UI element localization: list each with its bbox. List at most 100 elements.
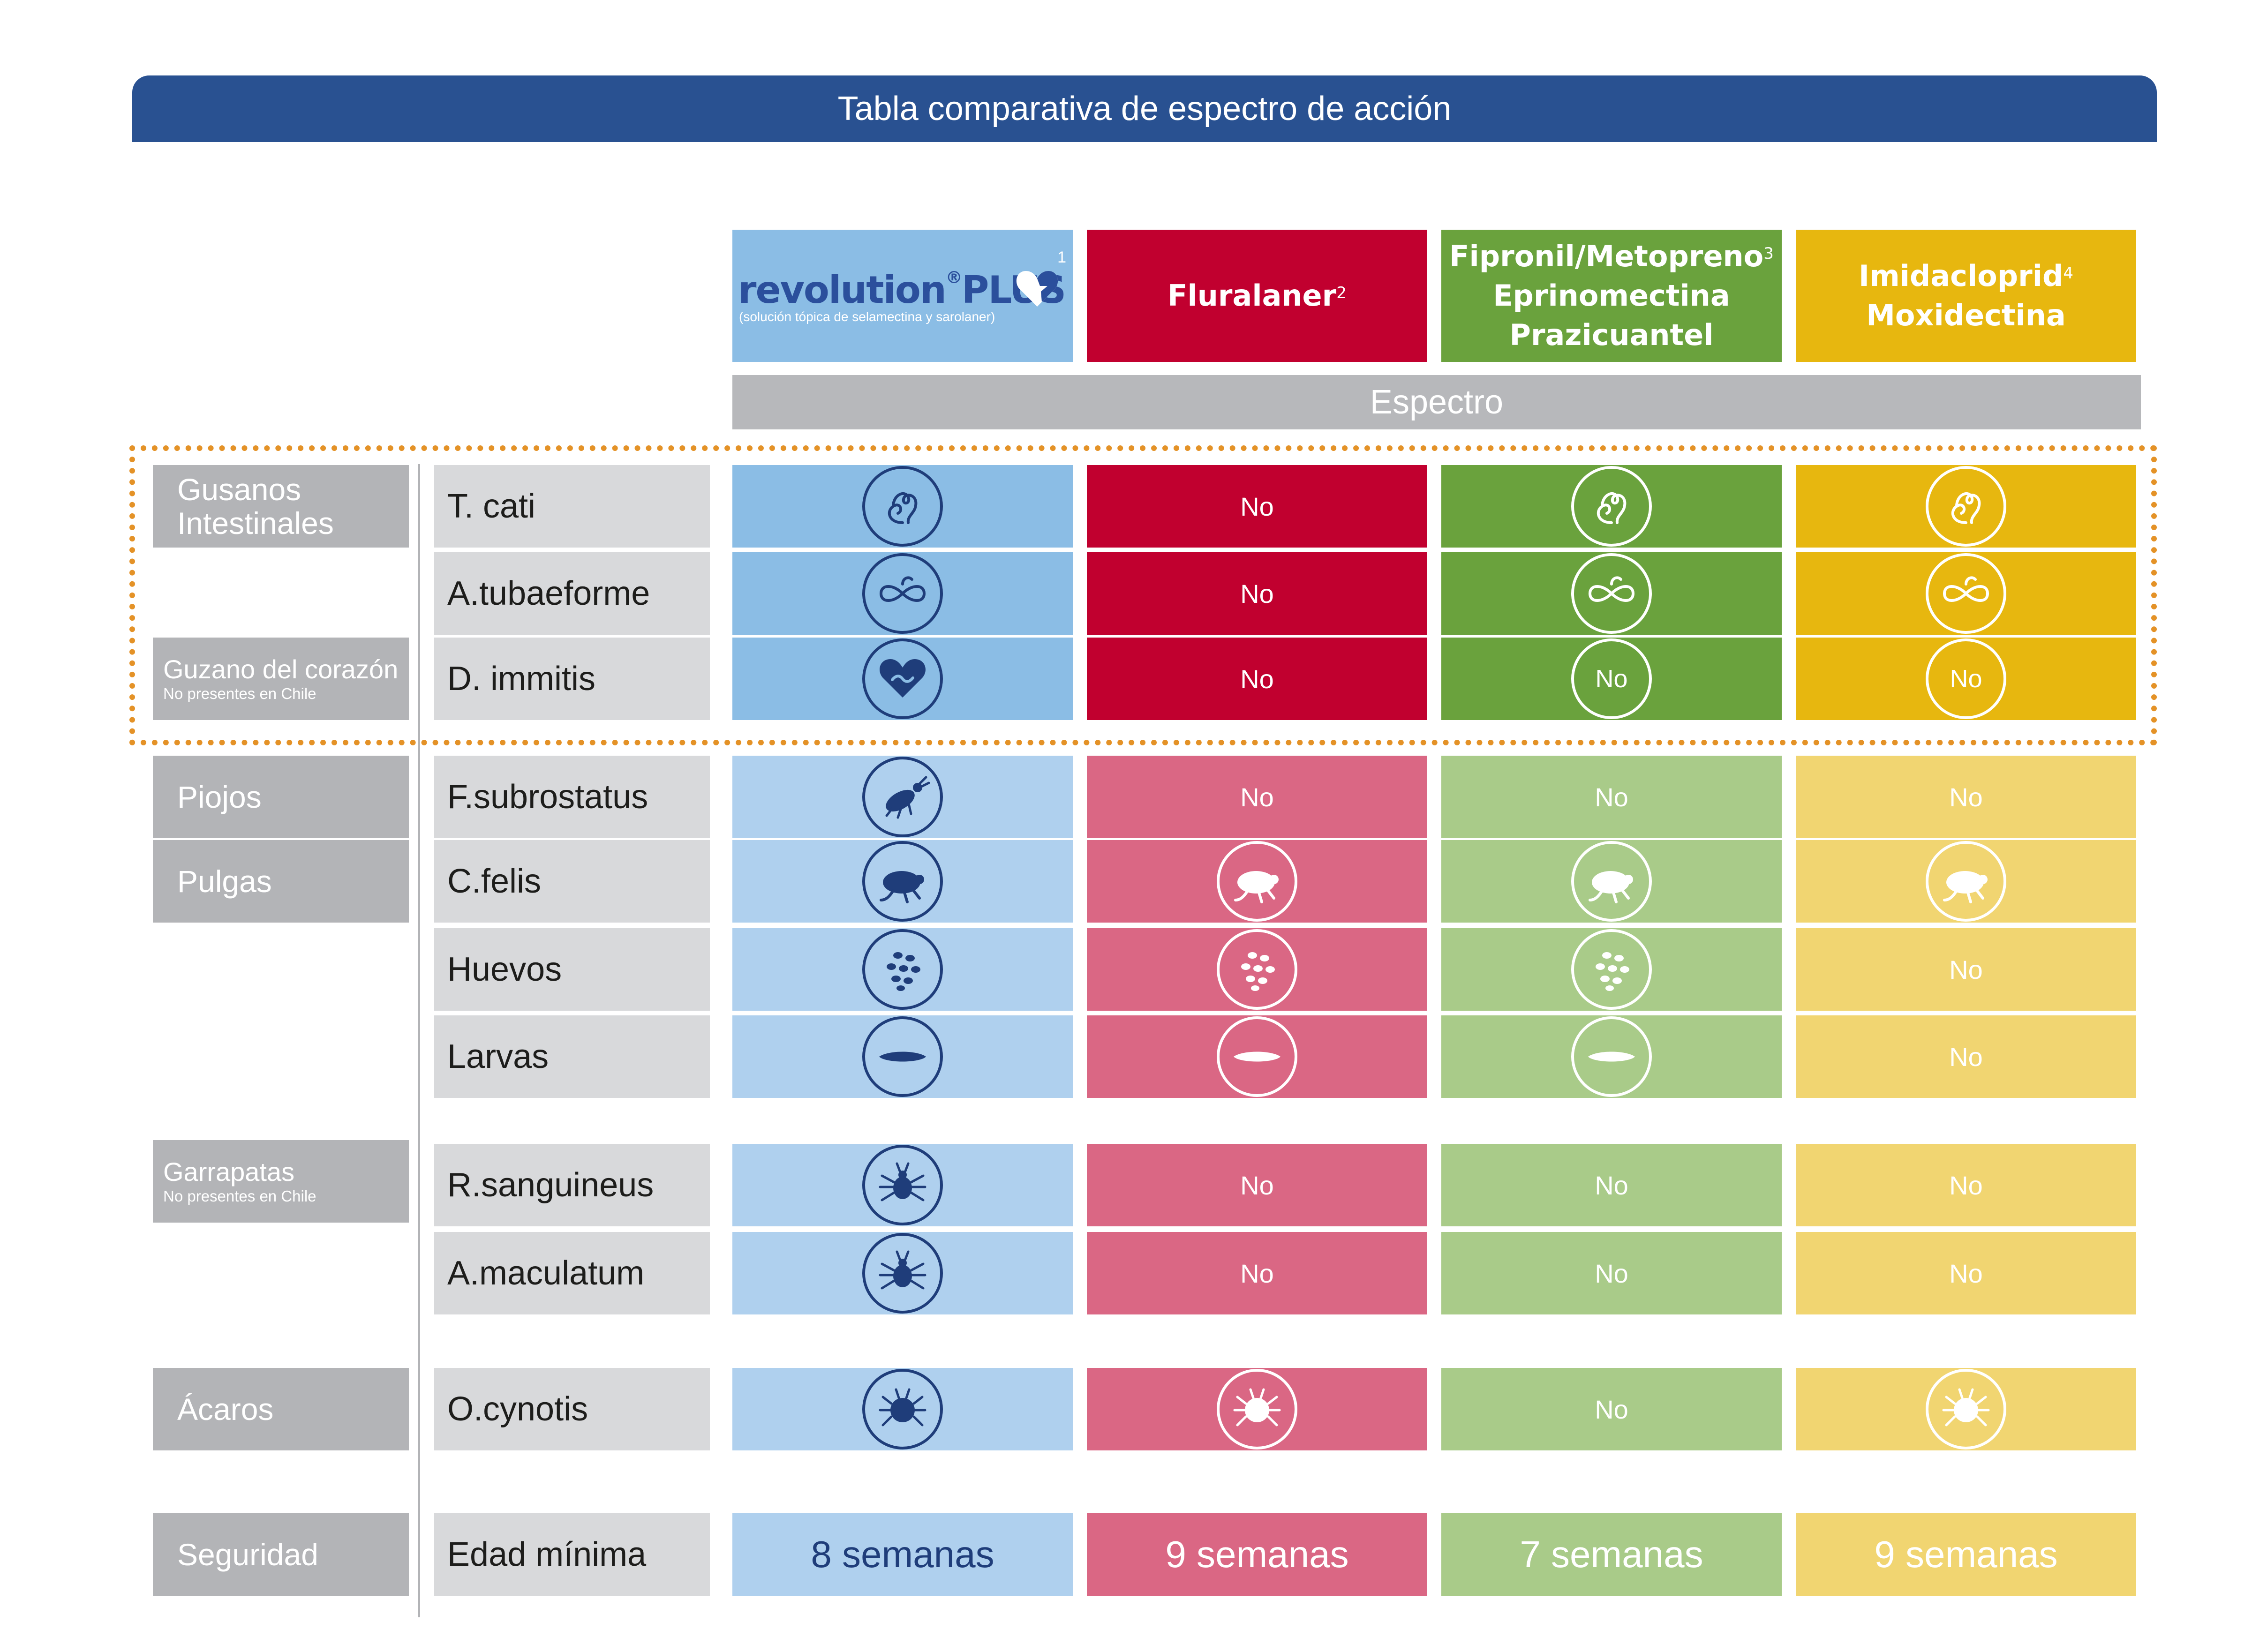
cell-atub-rev bbox=[732, 552, 1073, 635]
parasite-label-fsub: F.subrostatus bbox=[434, 756, 710, 838]
cell-dimm-rev bbox=[732, 638, 1073, 720]
cell-cfelis-flu bbox=[1087, 840, 1427, 923]
badge bbox=[1926, 553, 2006, 634]
badge bbox=[1571, 466, 1652, 547]
footnote-2: 2 bbox=[1336, 284, 1347, 302]
parasite-label-larvas: Larvas bbox=[434, 1015, 710, 1098]
cell-larvas-fip bbox=[1441, 1015, 1782, 1098]
no-label: No bbox=[1949, 782, 1983, 812]
imidacloprid-line1: Imidacloprid bbox=[1859, 259, 2064, 293]
min-age-value: 7 semanas bbox=[1520, 1533, 1703, 1575]
imidacloprid-line2: Moxidectina bbox=[1866, 298, 2066, 332]
hookworm-icon bbox=[879, 576, 926, 602]
hookworm-icon bbox=[1588, 576, 1635, 602]
cell-fsub-flu: No bbox=[1087, 756, 1427, 838]
larva-icon bbox=[879, 1051, 926, 1062]
cell-atub-flu: No bbox=[1087, 552, 1427, 635]
badge bbox=[1571, 929, 1652, 1010]
roundworm-icon bbox=[1951, 492, 1981, 524]
cell-dimm-flu: No bbox=[1087, 638, 1427, 720]
cell-fsub-imi: No bbox=[1796, 756, 2136, 838]
cell-larvas-flu bbox=[1087, 1015, 1427, 1098]
roundworm-icon bbox=[1597, 492, 1627, 524]
cell-larvas-imi: No bbox=[1796, 1015, 2136, 1098]
no-label: No bbox=[1595, 1258, 1628, 1288]
revolution-brand: revolution bbox=[738, 268, 947, 312]
cell-rsang-rev bbox=[732, 1144, 1073, 1226]
footnote-1: 1 bbox=[1057, 248, 1066, 266]
category-acaros: Ácaros bbox=[153, 1368, 409, 1450]
min-age-value: 9 semanas bbox=[1165, 1533, 1349, 1575]
category-corazon-note: No presentes en Chile bbox=[163, 685, 316, 702]
cell-atub-imi bbox=[1796, 552, 2136, 635]
category-garrapatas: Garrapatas No presentes en Chile bbox=[153, 1140, 409, 1223]
category-corazon: Guzano del corazón No presentes en Chile bbox=[153, 638, 409, 720]
cell-amac-rev bbox=[732, 1232, 1073, 1314]
flea-eggs-icon bbox=[1596, 952, 1629, 991]
larva-icon bbox=[1588, 1051, 1635, 1062]
registered-mark: ® bbox=[945, 268, 963, 287]
badge bbox=[862, 929, 943, 1010]
flea-eggs-icon bbox=[1241, 952, 1275, 991]
badge bbox=[1926, 841, 2006, 922]
cell-cfelis-rev bbox=[732, 840, 1073, 923]
category-gusanos: Gusanos Intestinales bbox=[153, 465, 409, 548]
cell-rsang-fip: No bbox=[1441, 1144, 1782, 1226]
badge bbox=[862, 1145, 943, 1225]
cell-huevos-imi: No bbox=[1796, 928, 2136, 1011]
badge bbox=[862, 553, 943, 634]
category-corazon-label: Guzano del corazón bbox=[163, 654, 399, 684]
revolution-subtitle: (solución tópica de selamectina y sarola… bbox=[739, 309, 995, 324]
category-seguridad: Seguridad bbox=[153, 1513, 409, 1596]
cell-larvas-rev bbox=[732, 1015, 1073, 1098]
no-badge: No bbox=[1926, 638, 2006, 719]
category-pulgas-label: Pulgas bbox=[177, 864, 272, 899]
cell-huevos-rev bbox=[732, 928, 1073, 1011]
parasite-label-rsang: R.sanguineus bbox=[434, 1144, 710, 1226]
heartworm-icon bbox=[880, 659, 926, 698]
parasite-label-atub: A.tubaeforme bbox=[434, 552, 710, 635]
cell-ocyn-flu bbox=[1087, 1368, 1427, 1450]
flea-icon bbox=[1943, 871, 1988, 903]
cell-cfelis-imi bbox=[1796, 840, 2136, 923]
badge bbox=[862, 1016, 943, 1097]
badge bbox=[1217, 1016, 1297, 1097]
no-label: No bbox=[1595, 1394, 1628, 1424]
cell-rsang-flu: No bbox=[1087, 1144, 1427, 1226]
no-label: No bbox=[1240, 578, 1274, 608]
footnote-3: 3 bbox=[1763, 244, 1774, 263]
divider-line bbox=[418, 464, 420, 1617]
ear-mite-icon bbox=[879, 1388, 926, 1427]
no-badge: No bbox=[1571, 638, 1652, 719]
category-garrapatas-note: No presentes en Chile bbox=[163, 1187, 316, 1205]
cell-edad-fip: 7 semanas bbox=[1441, 1513, 1782, 1596]
parasite-label-ocyn: O.cynotis bbox=[434, 1368, 710, 1450]
spectrum-bar: Espectro bbox=[732, 375, 2141, 429]
tick-icon bbox=[879, 1162, 926, 1201]
cell-fsub-rev bbox=[732, 756, 1073, 838]
cell-tcati-rev bbox=[732, 465, 1073, 548]
cell-ocyn-imi bbox=[1796, 1368, 2136, 1450]
cell-ocyn-rev bbox=[732, 1368, 1073, 1450]
flea-icon bbox=[1234, 871, 1279, 903]
larva-icon bbox=[1234, 1051, 1280, 1062]
category-pulgas: Pulgas bbox=[153, 840, 409, 923]
cell-atub-fip bbox=[1441, 552, 1782, 635]
badge bbox=[862, 466, 943, 547]
no-label: No bbox=[1240, 1258, 1274, 1288]
no-label: No bbox=[1949, 1170, 1983, 1200]
cell-amac-flu: No bbox=[1087, 1232, 1427, 1314]
badge bbox=[862, 1369, 943, 1449]
product-header-fluralaner: Fluralaner2 bbox=[1087, 230, 1427, 362]
cell-amac-fip: No bbox=[1441, 1232, 1782, 1314]
parasite-label-huevos: Huevos bbox=[434, 928, 710, 1011]
no-label: No bbox=[1240, 1170, 1274, 1200]
badge bbox=[862, 1233, 943, 1314]
no-label: No bbox=[1595, 1170, 1628, 1200]
cell-cfelis-fip bbox=[1441, 840, 1782, 923]
flea-icon bbox=[1589, 871, 1633, 903]
fluralaner-name: Fluralaner bbox=[1167, 278, 1337, 313]
fipronil-line2: Eprinomectina bbox=[1493, 278, 1730, 313]
cell-huevos-flu bbox=[1087, 928, 1427, 1011]
